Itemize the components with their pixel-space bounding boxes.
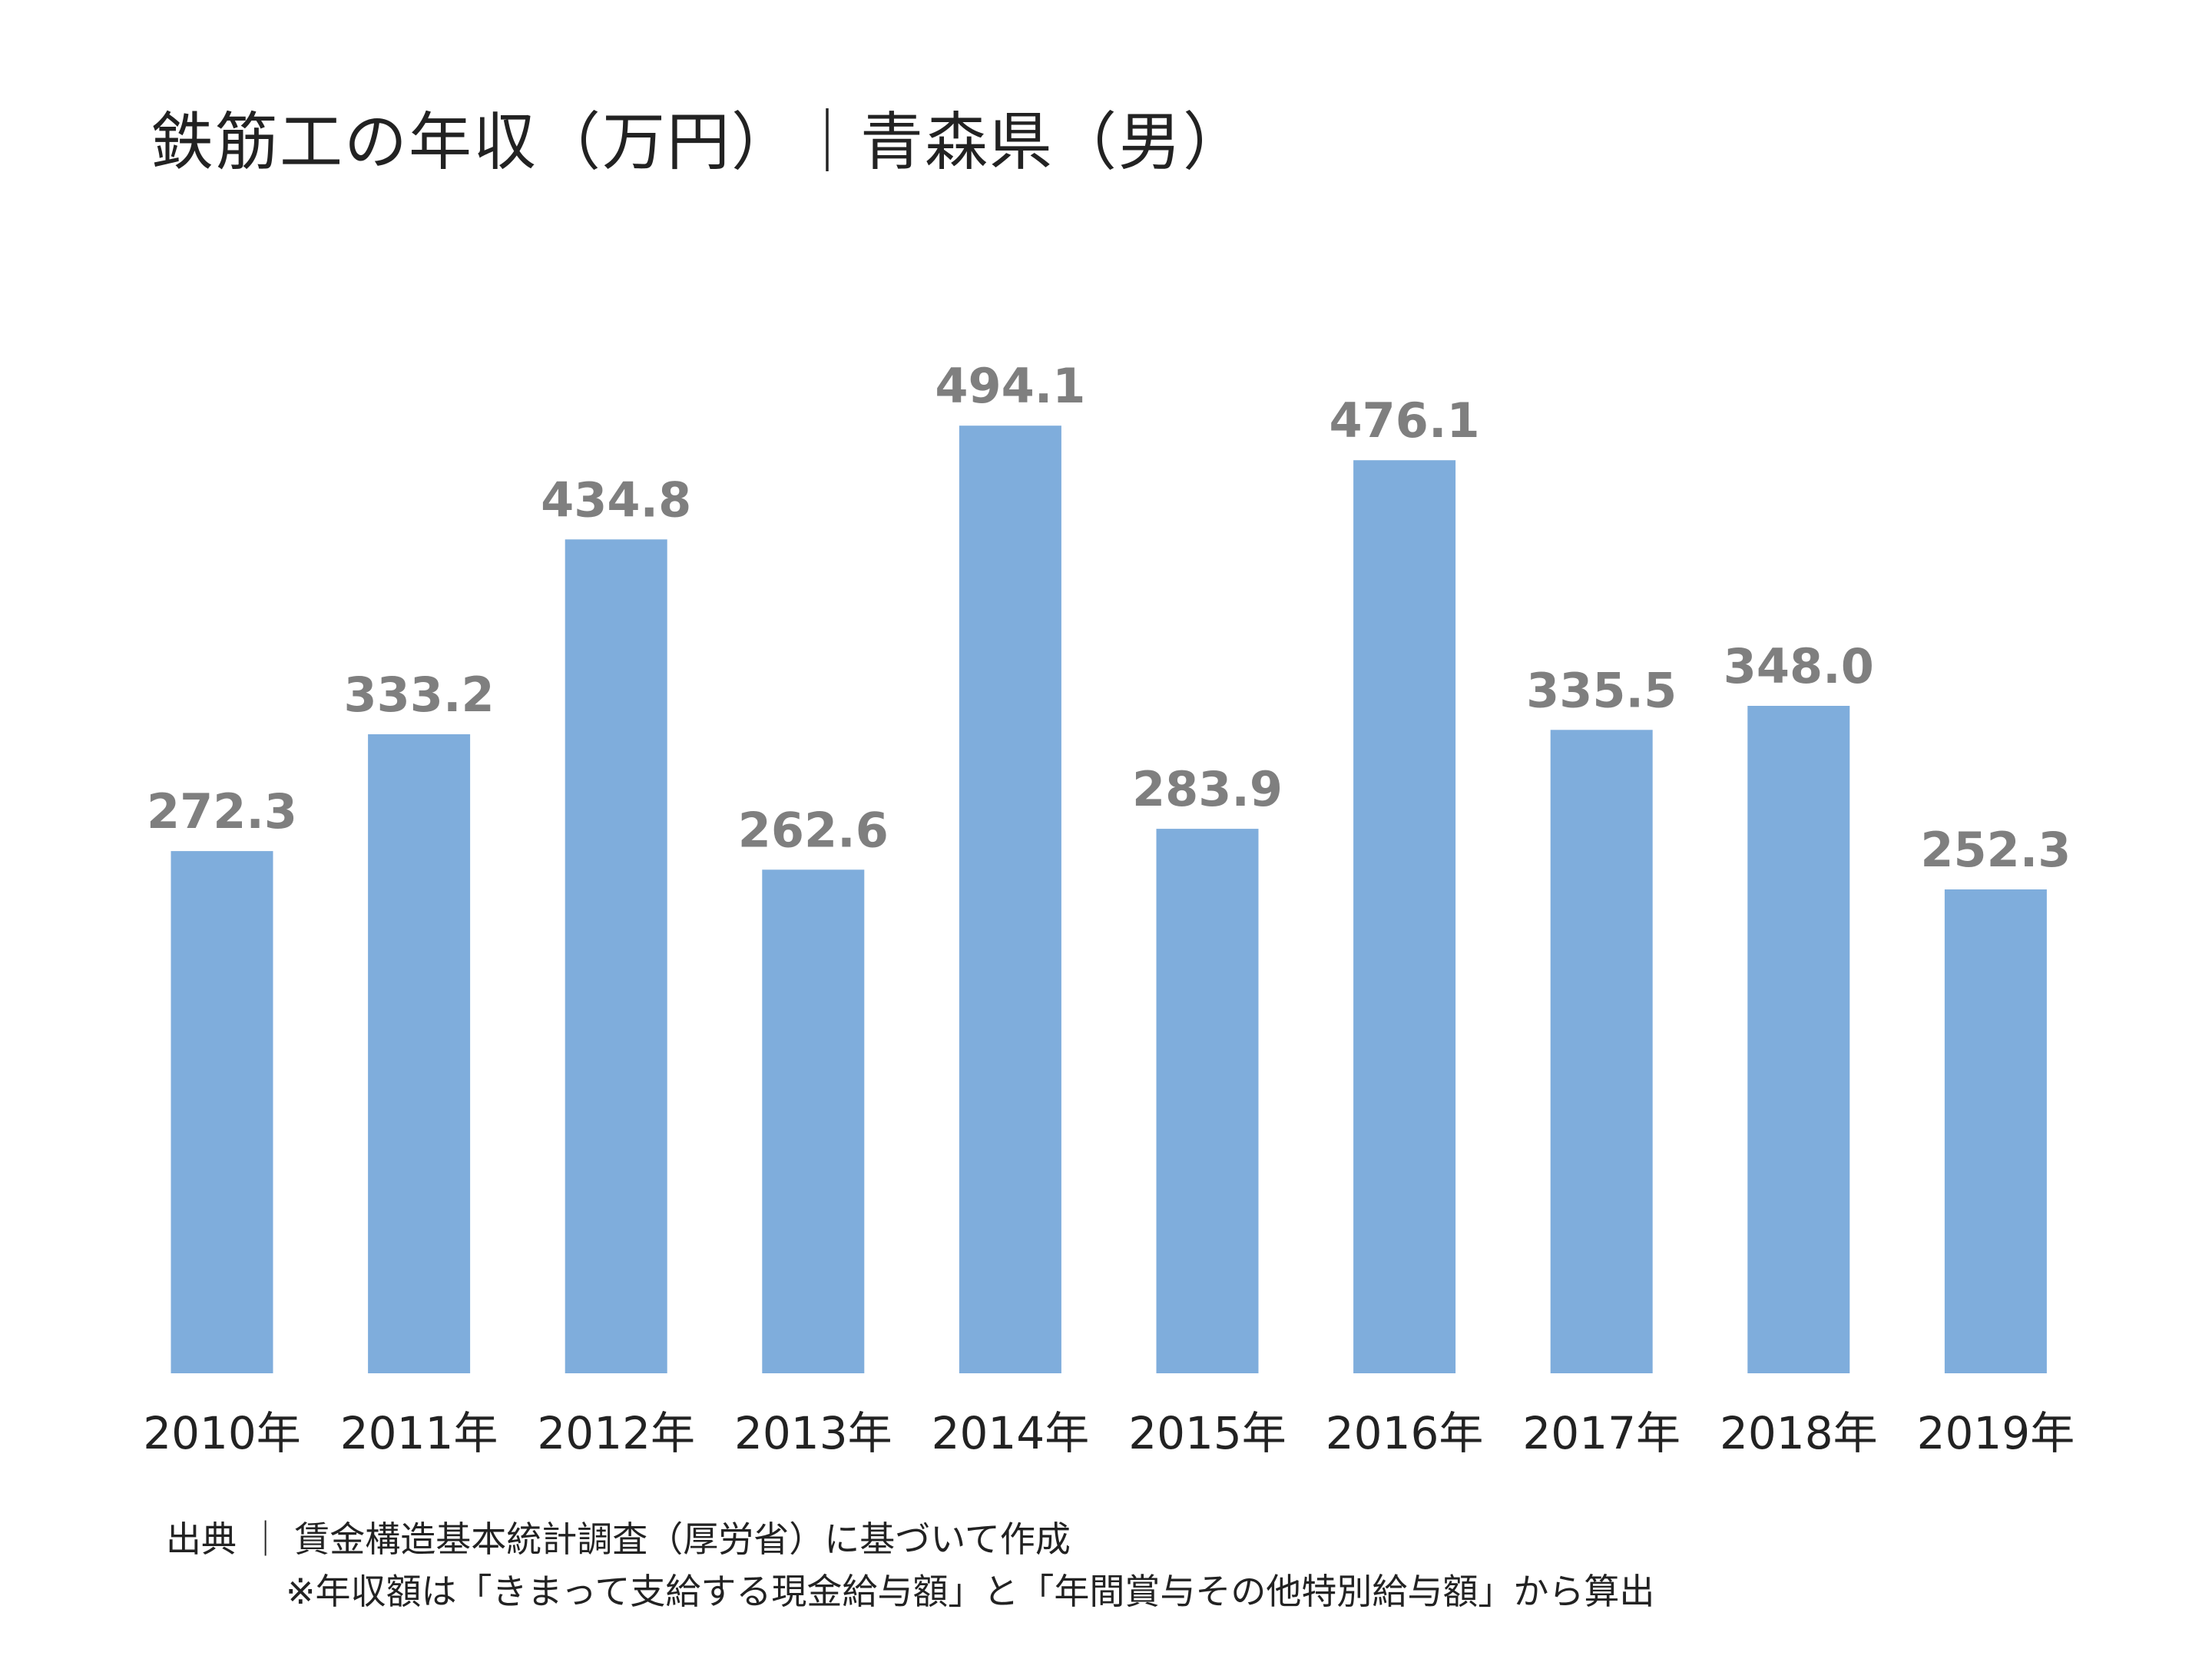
- category-label-7: 2017年: [1522, 1407, 1681, 1459]
- category-label-6: 2016年: [1326, 1407, 1484, 1459]
- bar-3: [762, 869, 865, 1373]
- value-label-9: 252.3: [1920, 822, 2071, 878]
- value-label-1: 333.2: [344, 667, 495, 723]
- category-label-2: 2012年: [537, 1407, 695, 1459]
- value-label-2: 434.8: [541, 472, 691, 528]
- bar-4: [959, 426, 1061, 1374]
- bar-9: [1944, 889, 2047, 1373]
- category-label-9: 2019年: [1917, 1407, 2075, 1459]
- bar-6: [1353, 460, 1456, 1374]
- value-label-0: 272.3: [147, 783, 297, 839]
- value-labels-layer: 272.3 333.2 434.8 262.6 494.1 283.9 476.1 335.5…: [147, 358, 2071, 878]
- bar-7: [1550, 730, 1653, 1373]
- value-label-3: 262.6: [738, 802, 889, 858]
- value-label-4: 494.1: [935, 358, 1085, 414]
- bar-1: [368, 734, 471, 1373]
- bars-layer: [171, 426, 2047, 1374]
- bar-2: [565, 539, 667, 1373]
- value-label-7: 335.5: [1526, 662, 1677, 718]
- value-label-5: 283.9: [1132, 761, 1283, 817]
- category-label-1: 2011年: [340, 1407, 498, 1459]
- category-label-5: 2015年: [1128, 1407, 1286, 1459]
- bar-0: [171, 851, 273, 1373]
- source-note: 出典 ｜ 賃金構造基本統計調査（厚労省）に基づいて作成: [166, 1518, 1071, 1560]
- value-label-8: 348.0: [1724, 638, 1874, 694]
- bar-8: [1747, 706, 1850, 1373]
- bar-5: [1156, 829, 1259, 1373]
- category-label-0: 2010年: [143, 1407, 301, 1459]
- category-label-3: 2013年: [734, 1407, 892, 1459]
- category-label-8: 2018年: [1720, 1407, 1878, 1459]
- value-label-6: 476.1: [1330, 392, 1480, 449]
- calculation-note: ※年収額は「きまって支給する現金給与額」と「年間賞与その他特別給与額」から算出: [286, 1571, 1655, 1612]
- category-label-4: 2014年: [932, 1407, 1090, 1459]
- category-labels-layer: 2010年 2011年 2012年 2013年 2014年 2015年 2016年 2017年…: [143, 1407, 2075, 1459]
- chart-title: 鉄筋工の年収（万円）｜青森県（男）: [151, 106, 1248, 179]
